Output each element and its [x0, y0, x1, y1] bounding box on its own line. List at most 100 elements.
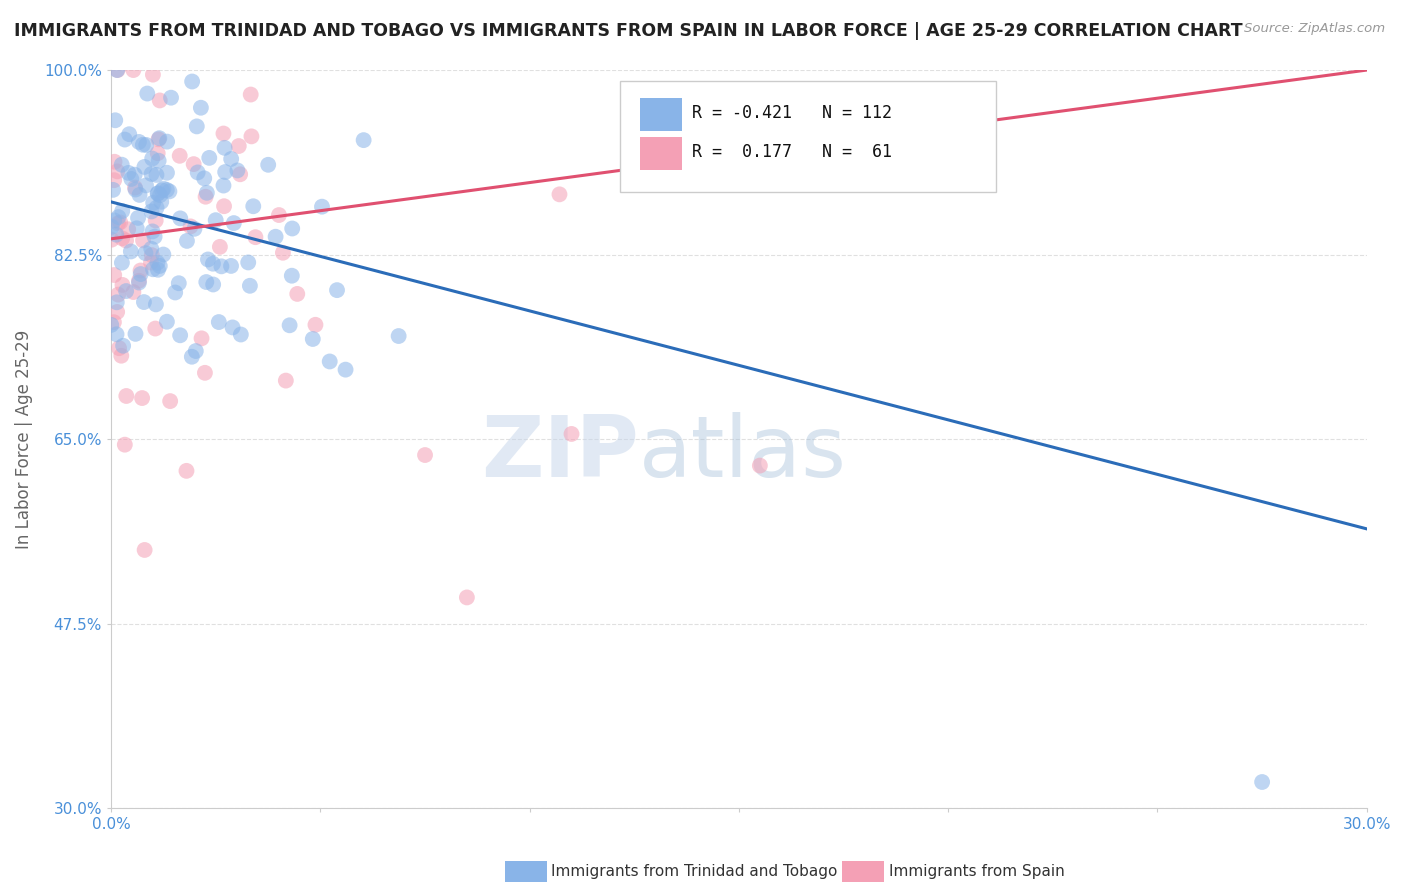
Point	[222, 216, 245, 230]
Point	[117, 222, 139, 236]
Point	[103, 173, 125, 187]
Point	[304, 318, 326, 332]
Text: Immigrants from Spain: Immigrants from Spain	[889, 864, 1064, 879]
Point	[169, 149, 191, 163]
Point	[101, 183, 124, 197]
Point	[135, 178, 157, 193]
Point	[748, 458, 770, 473]
Point	[388, 329, 411, 343]
Point	[145, 201, 167, 215]
Point	[134, 246, 156, 260]
Point	[160, 91, 183, 105]
Point	[111, 277, 134, 292]
FancyBboxPatch shape	[640, 98, 682, 130]
Point	[122, 63, 145, 78]
Point	[146, 186, 169, 201]
Point	[281, 268, 304, 283]
Point	[150, 194, 173, 209]
Point	[141, 152, 163, 166]
Point	[145, 168, 167, 182]
Point	[176, 464, 198, 478]
Point	[105, 164, 128, 178]
Text: R =  0.177   N =  61: R = 0.177 N = 61	[693, 143, 893, 161]
Point	[157, 185, 180, 199]
Point	[134, 160, 156, 174]
Point	[150, 183, 173, 197]
Point	[156, 135, 179, 149]
Point	[285, 286, 308, 301]
Text: IMMIGRANTS FROM TRINIDAD AND TOBAGO VS IMMIGRANTS FROM SPAIN IN LABOR FORCE | AG: IMMIGRANTS FROM TRINIDAD AND TOBAGO VS I…	[14, 22, 1243, 40]
Point	[112, 339, 135, 353]
Point	[105, 295, 128, 310]
Point	[107, 287, 129, 301]
Point	[141, 242, 163, 256]
Point	[229, 327, 252, 342]
Point	[281, 221, 304, 235]
Point	[190, 101, 212, 115]
Point	[142, 68, 165, 82]
FancyBboxPatch shape	[620, 81, 997, 192]
Point	[124, 326, 146, 341]
Point	[142, 195, 165, 210]
Point	[107, 63, 129, 78]
Point	[135, 137, 157, 152]
Point	[141, 204, 163, 219]
Point	[134, 543, 156, 558]
Point	[146, 146, 169, 161]
Text: ZIP: ZIP	[481, 412, 638, 495]
Point	[108, 341, 131, 355]
Point	[111, 231, 134, 245]
Point	[198, 151, 221, 165]
Point	[118, 127, 141, 141]
Point	[156, 315, 179, 329]
Point	[264, 229, 287, 244]
Point	[149, 94, 172, 108]
Point	[111, 256, 134, 270]
Point	[208, 240, 231, 254]
Point	[156, 183, 179, 197]
Point	[214, 165, 236, 179]
Point	[240, 129, 263, 144]
Point	[136, 87, 159, 101]
FancyBboxPatch shape	[640, 137, 682, 169]
Point	[141, 167, 163, 181]
Point	[146, 256, 169, 270]
Point	[124, 180, 146, 194]
Point	[105, 305, 128, 319]
Point	[115, 284, 138, 298]
Point	[165, 285, 187, 300]
Point	[548, 187, 571, 202]
Point	[120, 172, 142, 186]
Point	[221, 320, 243, 334]
Point	[209, 260, 232, 274]
Point	[132, 137, 155, 152]
Text: Source: ZipAtlas.com: Source: ZipAtlas.com	[1244, 22, 1385, 36]
Point	[148, 153, 170, 168]
Point	[111, 158, 134, 172]
Point	[167, 277, 190, 291]
Point	[124, 182, 146, 196]
Point	[190, 331, 212, 345]
Point	[194, 190, 217, 204]
Point	[143, 229, 166, 244]
Point	[145, 297, 167, 311]
Point	[186, 120, 208, 134]
Point	[149, 259, 172, 273]
Point	[208, 315, 231, 329]
Point	[181, 74, 204, 88]
Point	[212, 127, 235, 141]
Point	[117, 166, 139, 180]
Point	[560, 426, 582, 441]
Point	[141, 248, 163, 262]
Point	[100, 219, 122, 234]
Point	[202, 277, 225, 292]
Point	[124, 168, 146, 182]
Point	[114, 438, 136, 452]
Point	[103, 213, 125, 227]
Point	[129, 267, 152, 281]
Point	[242, 199, 264, 213]
Point	[228, 139, 250, 153]
Point	[311, 200, 333, 214]
Point	[114, 132, 136, 146]
Point	[195, 275, 218, 289]
